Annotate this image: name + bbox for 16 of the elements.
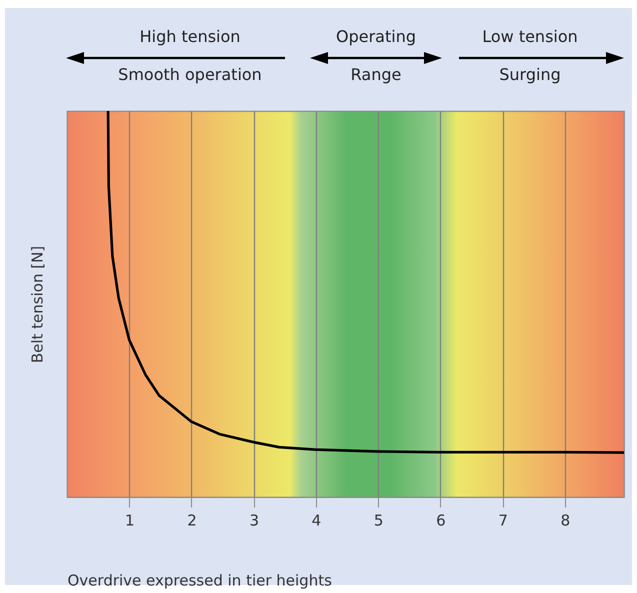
x-tick-label: 8 [560,512,570,530]
text: Range [350,65,402,84]
x-tick-label: 7 [498,512,508,530]
x-tick-label: 3 [249,512,259,530]
x-tick-label: 4 [312,512,322,530]
x-axis-title: Overdrive expressed in tier heights [68,572,332,590]
text: Smooth operation [118,65,262,84]
x-tick-label: 1 [124,512,135,530]
text: High tension [140,27,240,46]
x-tick-label: 6 [436,512,446,530]
x-tick-label: 2 [187,512,197,530]
text: Operating [336,27,416,46]
text: Surging [499,65,561,84]
x-tick-label: 5 [374,512,384,530]
y-axis-title: Belt tension [N] [28,246,46,364]
text: Low tension [482,27,578,46]
